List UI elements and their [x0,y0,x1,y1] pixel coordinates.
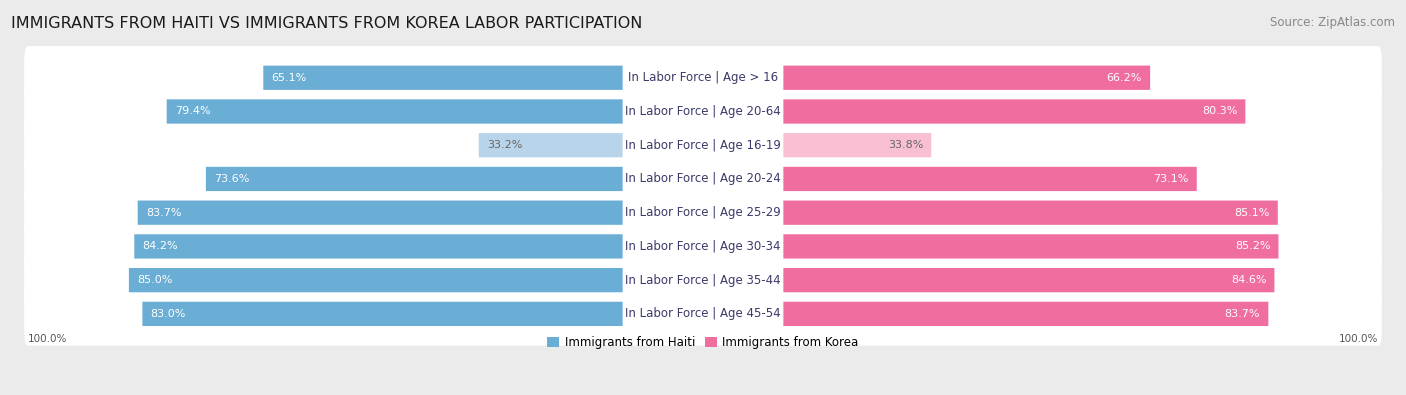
Text: 85.2%: 85.2% [1234,241,1271,251]
Text: 100.0%: 100.0% [28,333,67,344]
FancyBboxPatch shape [142,302,626,326]
FancyBboxPatch shape [780,302,1268,326]
Text: 73.6%: 73.6% [214,174,249,184]
Text: 65.1%: 65.1% [271,73,307,83]
FancyBboxPatch shape [780,100,1246,124]
Text: In Labor Force | Age 20-24: In Labor Force | Age 20-24 [626,173,780,185]
Text: 84.6%: 84.6% [1230,275,1267,285]
Text: In Labor Force | Age 35-44: In Labor Force | Age 35-44 [626,274,780,287]
FancyBboxPatch shape [24,113,1382,177]
Text: In Labor Force | Age 25-29: In Labor Force | Age 25-29 [626,206,780,219]
Text: In Labor Force | Age 45-54: In Labor Force | Age 45-54 [626,307,780,320]
FancyBboxPatch shape [129,268,626,292]
Text: 33.8%: 33.8% [887,140,924,150]
Text: Source: ZipAtlas.com: Source: ZipAtlas.com [1270,16,1395,29]
FancyBboxPatch shape [24,181,1382,245]
FancyBboxPatch shape [780,201,1278,225]
Text: 33.2%: 33.2% [486,140,522,150]
FancyBboxPatch shape [479,133,626,157]
FancyBboxPatch shape [623,121,783,169]
FancyBboxPatch shape [205,167,626,191]
FancyBboxPatch shape [780,234,1278,259]
Legend: Immigrants from Haiti, Immigrants from Korea: Immigrants from Haiti, Immigrants from K… [543,331,863,354]
Text: 73.1%: 73.1% [1153,174,1188,184]
FancyBboxPatch shape [780,167,1197,191]
Text: 85.1%: 85.1% [1234,208,1270,218]
FancyBboxPatch shape [24,80,1382,143]
FancyBboxPatch shape [623,256,783,304]
FancyBboxPatch shape [24,147,1382,211]
FancyBboxPatch shape [780,133,931,157]
Text: In Labor Force | Age 30-34: In Labor Force | Age 30-34 [626,240,780,253]
Text: IMMIGRANTS FROM HAITI VS IMMIGRANTS FROM KOREA LABOR PARTICIPATION: IMMIGRANTS FROM HAITI VS IMMIGRANTS FROM… [11,16,643,31]
FancyBboxPatch shape [24,215,1382,278]
FancyBboxPatch shape [24,46,1382,109]
Text: 83.7%: 83.7% [146,208,181,218]
Text: In Labor Force | Age 16-19: In Labor Force | Age 16-19 [626,139,780,152]
FancyBboxPatch shape [780,268,1274,292]
FancyBboxPatch shape [623,155,783,203]
Text: 100.0%: 100.0% [1339,333,1378,344]
FancyBboxPatch shape [24,282,1382,346]
FancyBboxPatch shape [135,234,626,259]
Text: In Labor Force | Age > 16: In Labor Force | Age > 16 [628,71,778,84]
FancyBboxPatch shape [623,54,783,102]
FancyBboxPatch shape [623,188,783,237]
FancyBboxPatch shape [167,100,626,124]
Text: 83.0%: 83.0% [150,309,186,319]
FancyBboxPatch shape [623,290,783,338]
FancyBboxPatch shape [24,248,1382,312]
Text: 80.3%: 80.3% [1202,107,1237,117]
FancyBboxPatch shape [780,66,1150,90]
FancyBboxPatch shape [623,222,783,271]
Text: In Labor Force | Age 20-64: In Labor Force | Age 20-64 [626,105,780,118]
Text: 79.4%: 79.4% [174,107,211,117]
FancyBboxPatch shape [138,201,626,225]
Text: 66.2%: 66.2% [1107,73,1142,83]
Text: 85.0%: 85.0% [136,275,173,285]
FancyBboxPatch shape [623,87,783,135]
Text: 84.2%: 84.2% [142,241,179,251]
FancyBboxPatch shape [263,66,626,90]
Text: 83.7%: 83.7% [1225,309,1260,319]
